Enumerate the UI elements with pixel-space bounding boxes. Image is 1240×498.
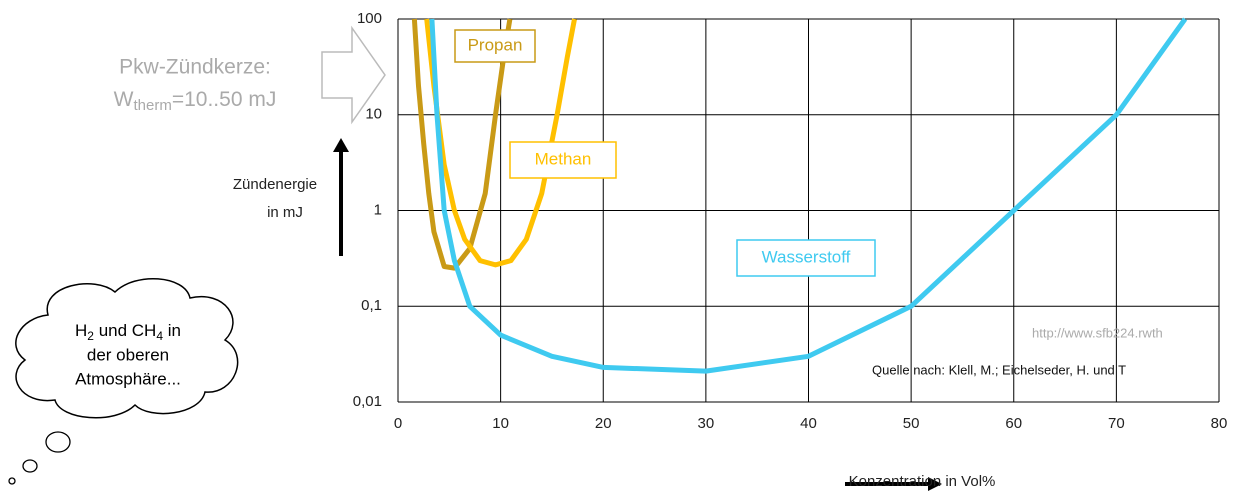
series-line <box>429 17 1188 374</box>
thought-text: H2 und CH4 in <box>75 321 181 343</box>
y-axis-label: in mJ <box>267 204 303 221</box>
t: H <box>75 321 87 340</box>
y-tick-label: 10 <box>365 106 382 123</box>
thought-bubble <box>45 431 71 453</box>
subscript: therm <box>134 97 172 114</box>
thought-bubble <box>22 459 38 473</box>
series-line <box>424 18 577 268</box>
x-tick-label: 80 <box>1211 415 1228 432</box>
legend-box <box>454 29 536 63</box>
legend-label: Propan <box>468 35 523 54</box>
thought-cloud <box>15 277 239 419</box>
spark-plug-label: Pkw-Zündkerze: <box>119 56 271 79</box>
x-tick-label: 30 <box>698 415 715 432</box>
source: Quelle nach: Klell, M.; Eichelseder, H. … <box>872 362 1126 377</box>
series-line <box>411 18 513 271</box>
y-tick-label: 0,01 <box>353 393 382 410</box>
symbol: W <box>114 88 134 111</box>
thought-text: Atmosphäre... <box>75 369 181 388</box>
y-axis-label: Zündenergie <box>233 176 317 193</box>
source-url: http://www.sfb224.rwth <box>1032 325 1163 340</box>
x-tick-label: 50 <box>903 415 920 432</box>
x-tick-label: 40 <box>800 415 817 432</box>
arrow-head <box>333 138 349 152</box>
x-tick-label: 70 <box>1108 415 1125 432</box>
x-tick-label: 20 <box>595 415 612 432</box>
spark-plug-energy: Wtherm=10..50 mJ <box>114 88 277 114</box>
legend-label: Methan <box>535 149 592 168</box>
t: in <box>163 321 181 340</box>
legend-box <box>509 141 617 179</box>
arrow-shape <box>321 25 386 125</box>
t: 4 <box>156 329 163 343</box>
x-tick-label: 60 <box>1005 415 1022 432</box>
y-tick-label: 1 <box>374 201 382 218</box>
x-tick-label: 0 <box>394 415 402 432</box>
x-tick-label: 10 <box>492 415 509 432</box>
y-tick-label: 0,1 <box>361 297 382 314</box>
y-tick-label: 100 <box>357 10 382 27</box>
thought-text: der oberen <box>87 345 169 364</box>
thought-bubble <box>8 477 16 485</box>
energy-range: =10..50 mJ <box>172 88 276 111</box>
legend-label: Wasserstoff <box>762 247 851 266</box>
t: 2 <box>87 329 94 343</box>
t: und CH <box>94 321 156 340</box>
x-axis-label: Konzentration in Vol% <box>849 473 996 490</box>
arrow-head <box>928 477 942 491</box>
legend-box <box>736 239 876 277</box>
